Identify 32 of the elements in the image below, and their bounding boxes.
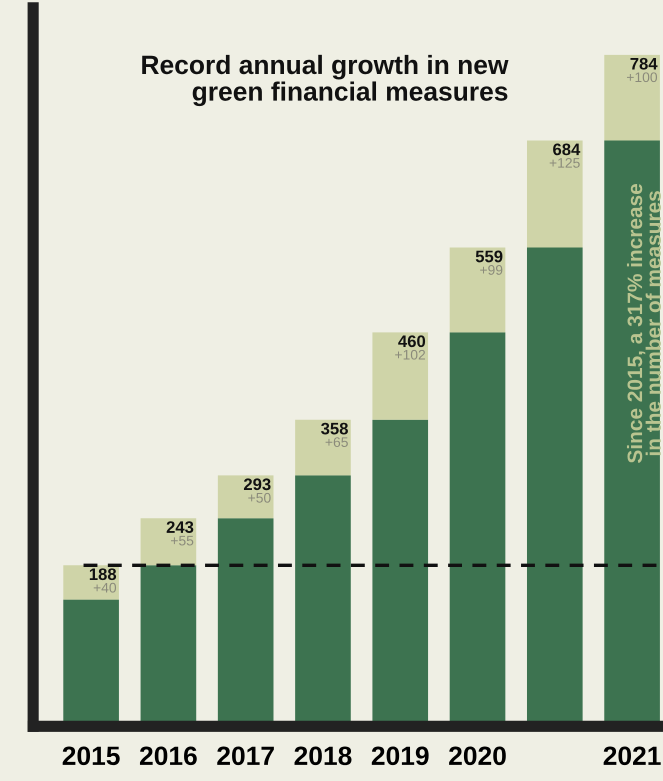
x-tick-label: 2017: [217, 746, 274, 766]
bar: [526, 140, 583, 248]
chart-title: Record annual growth in new green financial measures: [142, 54, 509, 106]
bar: [604, 54, 660, 140]
x-tick-label: 2019: [372, 746, 429, 766]
total-label: 188: [90, 568, 116, 580]
x-tick-label: 2016: [140, 746, 197, 766]
bar: [372, 332, 428, 420]
bar: [295, 420, 351, 476]
data-label: +99: [480, 265, 502, 275]
bar: [218, 475, 274, 518]
total-label: 559: [476, 250, 502, 262]
total-label: 684: [553, 143, 580, 156]
annotation: Since 2015, a 317% increase in the number of measures: [626, 184, 661, 463]
data-label: +55: [171, 536, 194, 546]
total-label: 460: [398, 335, 426, 348]
x-tick-label: 2021: [604, 746, 661, 766]
total-label: 243: [166, 521, 194, 534]
bar: [140, 518, 196, 566]
total-label: 784: [630, 58, 658, 70]
data-label: +125: [550, 158, 580, 168]
x-tick-label: 2018: [294, 746, 352, 766]
data-label: +40: [94, 582, 116, 593]
total-label: 293: [244, 478, 271, 490]
total-label: 358: [321, 422, 348, 435]
data-label: +100: [626, 72, 658, 82]
bar: [450, 248, 506, 332]
data-label: +102: [395, 350, 426, 360]
x-tick-label: 2015: [62, 746, 120, 766]
data-label: +65: [326, 437, 348, 448]
x-tick-label: 2020: [449, 746, 506, 766]
data-label: +50: [248, 492, 271, 503]
